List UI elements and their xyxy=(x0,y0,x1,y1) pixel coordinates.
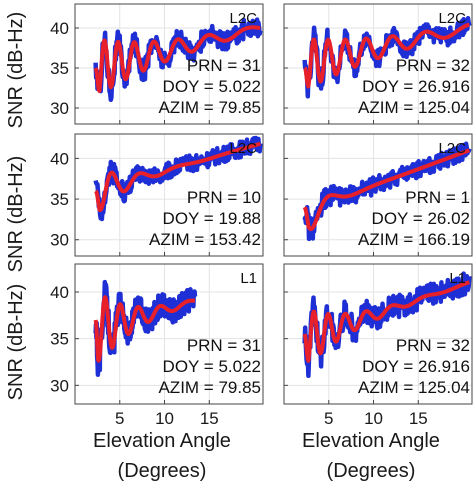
x-axis-label-right-line2: (Degrees) xyxy=(327,460,416,482)
y-tick-label: 30 xyxy=(50,99,69,118)
panel-4: L2C PRN = 1 DOY = 26.02 AZIM = 166.19 xyxy=(283,133,473,257)
observed-snr-series xyxy=(302,141,472,242)
signal-label: L2C xyxy=(229,10,257,27)
y-axis-label-row1: SNR (dB-Hz) xyxy=(5,12,27,129)
annotation-prn: PRN = 32 xyxy=(396,56,470,75)
x-tick-label: 10 xyxy=(364,409,383,428)
axes-frame xyxy=(283,263,473,405)
panel-5: 30 35 40 5 10 15 L1 PRN = 31 DOY = 5.022 AZIM = 7… xyxy=(50,263,264,428)
panel-3: 30 35 40 L2C PRN = 10 DOY = 19.88 AZIM = 153.4… xyxy=(50,133,264,257)
panel-2: L2C PRN = 32 DOY = 26.916 AZIM = 125.04 xyxy=(283,3,473,125)
y-tick-label: 35 xyxy=(50,330,69,349)
annotation-doy: DOY = 5.022 xyxy=(163,77,261,96)
annotation-azim: AZIM = 125.04 xyxy=(358,378,470,397)
fitted-snr-series xyxy=(302,148,471,232)
fitted-snr-series xyxy=(93,25,262,93)
annotation-doy: DOY = 26.02 xyxy=(372,209,470,228)
x-tick-label: 5 xyxy=(115,409,124,428)
axes-frame xyxy=(283,133,473,257)
x-axis-label-left-line2: (Degrees) xyxy=(118,460,207,482)
annotation-prn: PRN = 32 xyxy=(396,336,470,355)
fitted-snr-series xyxy=(94,141,262,213)
annotation-doy: DOY = 26.916 xyxy=(362,357,470,376)
axes-frame xyxy=(74,133,264,257)
signal-label: L1 xyxy=(240,270,257,287)
x-tick-label: 15 xyxy=(409,409,428,428)
annotation-azim: AZIM = 79.85 xyxy=(158,378,261,397)
x-tick-label: 15 xyxy=(200,409,219,428)
x-tick-label: 5 xyxy=(324,409,333,428)
annotation-azim: AZIM = 79.85 xyxy=(158,98,261,117)
annotation-azim: AZIM = 125.04 xyxy=(358,98,470,117)
fitted-snr-series xyxy=(303,22,471,89)
signal-label: L1 xyxy=(449,270,466,287)
y-tick-label: 35 xyxy=(50,59,69,78)
y-axis-label-row3: SNR (dB-Hz) xyxy=(5,284,27,401)
signal-label: L2C xyxy=(438,140,466,157)
annotation-doy: DOY = 19.88 xyxy=(163,209,261,228)
annotation-prn: PRN = 10 xyxy=(187,188,261,207)
y-tick-label: 30 xyxy=(50,231,69,250)
y-tick-label: 30 xyxy=(50,376,69,395)
axes-frame xyxy=(74,263,264,405)
annotation-prn: PRN = 1 xyxy=(405,188,470,207)
signal-label: L2C xyxy=(229,140,257,157)
panels-group: 30 35 40 L2C PRN = 31 DOY = 5.022 AZIM = 79.85… xyxy=(50,3,473,428)
y-tick-label: 40 xyxy=(50,19,69,38)
annotation-azim: AZIM = 153.42 xyxy=(149,230,261,249)
y-axis-label-row2: SNR (dB-Hz) xyxy=(5,156,27,273)
annotation-prn: PRN = 31 xyxy=(187,336,261,355)
fitted-snr-series xyxy=(302,280,471,363)
signal-label: L2C xyxy=(438,10,466,27)
annotation-azim: AZIM = 166.19 xyxy=(358,230,470,249)
y-tick-label: 40 xyxy=(50,283,69,302)
y-tick-label: 35 xyxy=(50,190,69,209)
annotation-doy: DOY = 26.916 xyxy=(362,77,470,96)
panel-1: 30 35 40 L2C PRN = 31 DOY = 5.022 AZIM = 79.85 xyxy=(50,3,264,125)
axes-frame xyxy=(74,3,264,125)
y-tick-label: 40 xyxy=(50,149,69,168)
x-tick-label: 10 xyxy=(155,409,174,428)
x-axis-label-right-line1: Elevation Angle xyxy=(302,430,440,452)
x-axis-label-left-line1: Elevation Angle xyxy=(93,430,231,452)
fitted-snr-series xyxy=(93,295,197,363)
annotation-prn: PRN = 31 xyxy=(187,56,261,75)
axes-frame xyxy=(283,3,473,125)
panel-6: 5 10 15 L1 PRN = 32 DOY = 26.916 AZIM = 125.04 xyxy=(283,263,473,428)
annotation-doy: DOY = 5.022 xyxy=(163,357,261,376)
